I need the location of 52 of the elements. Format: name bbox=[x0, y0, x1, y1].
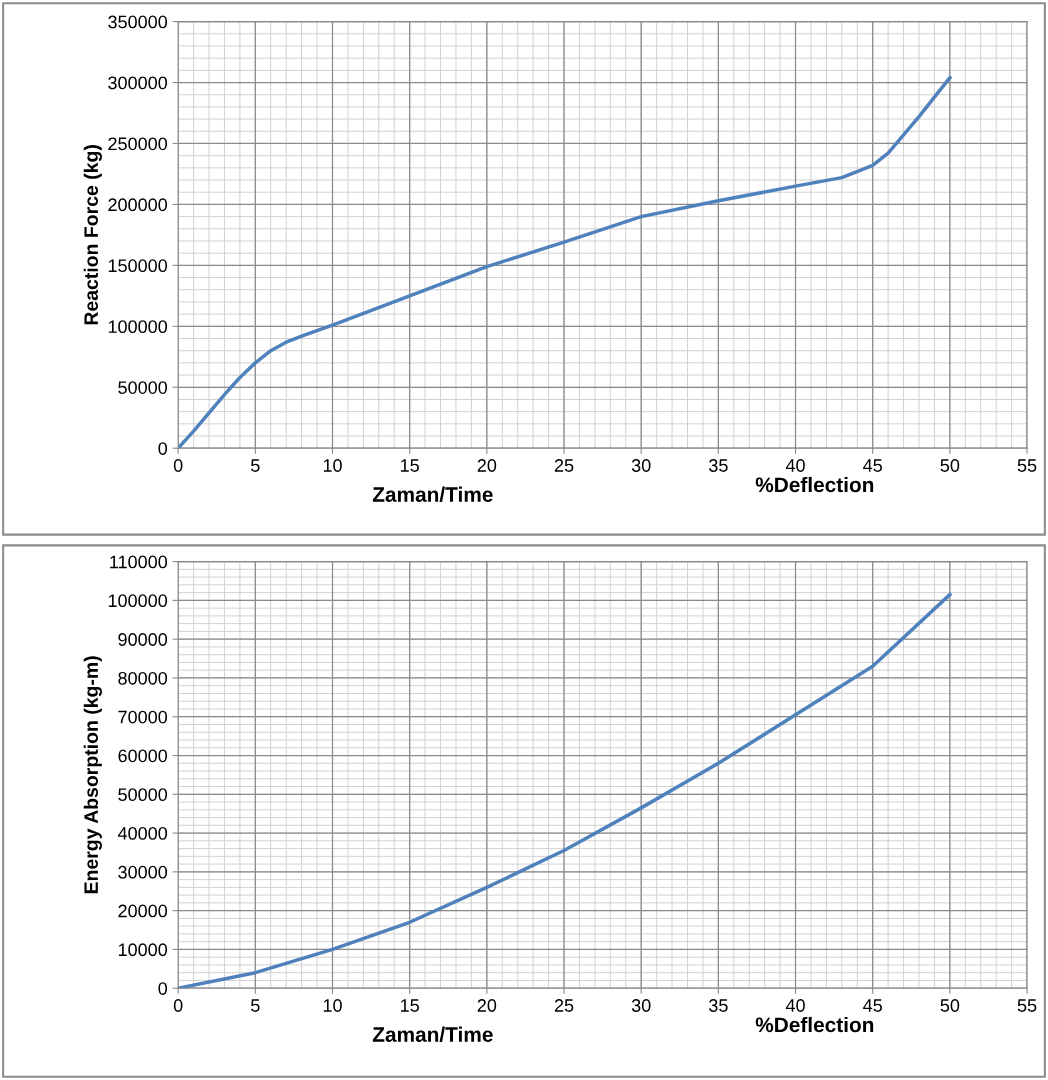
x-tick-label: 10 bbox=[323, 999, 342, 1012]
x-tick-label: 30 bbox=[631, 459, 651, 472]
y-tick-label: 0 bbox=[158, 982, 168, 995]
x-tick-label: 5 bbox=[251, 459, 260, 472]
x-tick-label: 35 bbox=[709, 999, 728, 1012]
x-tick-label: 25 bbox=[554, 999, 574, 1012]
y-axis-title: Reaction Force (kg) bbox=[83, 145, 102, 325]
x-tick-label: 45 bbox=[863, 459, 882, 472]
x-tick-label: 5 bbox=[251, 999, 260, 1012]
line-series bbox=[178, 75, 952, 449]
y-axis-title: Energy Absorption (kg-m) bbox=[83, 656, 102, 894]
x-tick-label: 40 bbox=[785, 999, 805, 1012]
y-tick-label: 60000 bbox=[118, 749, 168, 763]
text: %Deflection bbox=[755, 476, 874, 493]
y-tick-label: 200000 bbox=[108, 198, 168, 212]
x-tick-label: 0 bbox=[173, 999, 183, 1012]
x-tick-label: 50 bbox=[940, 459, 960, 472]
x-tick-label: 30 bbox=[631, 999, 651, 1012]
y-tick-label: 250000 bbox=[108, 137, 168, 151]
x-tick-label: 10 bbox=[323, 459, 342, 472]
x-tick-label: 25 bbox=[554, 459, 574, 472]
y-tick-label: 100000 bbox=[108, 594, 168, 608]
y-tick-label: 20000 bbox=[118, 904, 168, 918]
x-tick-label: 55 bbox=[1017, 999, 1037, 1012]
y-tick-label: 90000 bbox=[118, 633, 168, 646]
x-tick-label: 20 bbox=[477, 999, 497, 1012]
y-tick-label: 80000 bbox=[118, 671, 168, 685]
y-tick-label: 30000 bbox=[118, 865, 168, 879]
y-tick-label: 350000 bbox=[108, 15, 168, 29]
y-tick-label: 70000 bbox=[118, 710, 168, 724]
x-tick-label: 15 bbox=[401, 999, 419, 1012]
y-tick-label: 50000 bbox=[118, 381, 168, 394]
x-tick-label: 15 bbox=[401, 459, 419, 472]
x-tick-label: 50 bbox=[940, 999, 960, 1012]
y-tick-label: 10000 bbox=[118, 943, 168, 957]
x-tick-label: 20 bbox=[477, 459, 497, 472]
text: %Deflection bbox=[755, 1016, 874, 1033]
x-axis-title: Zaman/Time bbox=[372, 1026, 493, 1043]
x-tick-label: 45 bbox=[863, 999, 882, 1012]
y-tick-label: 50000 bbox=[118, 788, 168, 802]
x-tick-label: 35 bbox=[709, 459, 728, 472]
x-axis-title: Zaman/Time bbox=[372, 486, 493, 503]
x-tick-label: 55 bbox=[1017, 459, 1037, 472]
y-tick-label: 150000 bbox=[108, 259, 168, 273]
x-tick-label: 40 bbox=[785, 459, 805, 472]
x-tick-label: 0 bbox=[173, 459, 183, 472]
y-tick-label: 40000 bbox=[117, 827, 168, 840]
y-tick-label: 0 bbox=[158, 442, 168, 455]
y-tick-label: 100000 bbox=[108, 320, 168, 334]
y-tick-label: 110000 bbox=[110, 555, 168, 569]
line-series bbox=[178, 592, 952, 989]
y-tick-label: 300000 bbox=[108, 76, 168, 90]
